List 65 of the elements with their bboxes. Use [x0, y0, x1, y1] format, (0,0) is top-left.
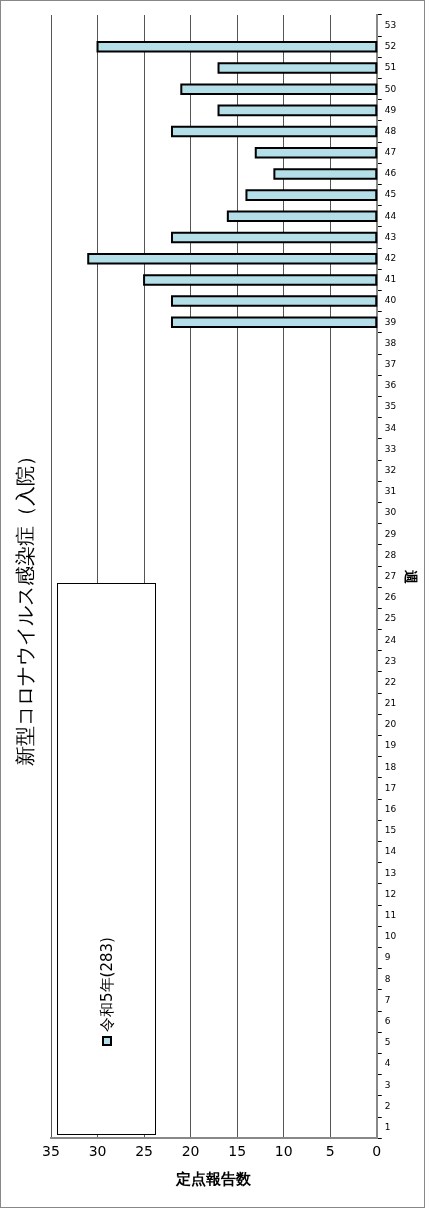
x-tick-label: 15: [228, 1143, 247, 1160]
y-tick-label: 2: [384, 1100, 391, 1111]
y-tick-label: 29: [384, 528, 397, 539]
text: 新型コロナウイルス感染症（入院）: [13, 446, 38, 766]
y-tick-label: 35: [384, 401, 397, 412]
y-tick-label: 47: [384, 147, 397, 158]
y-tick-label: 10: [384, 931, 397, 942]
y-tick-label: 48: [384, 125, 397, 136]
y-tick-label: 13: [384, 867, 397, 878]
y-tick-label: 45: [384, 189, 397, 200]
y-tick-label: 6: [384, 1015, 391, 1026]
x-axis-title: 定点報告数: [175, 1169, 253, 1188]
y-tick-label: 14: [384, 846, 397, 857]
y-tick-label: 23: [384, 655, 397, 666]
y-tick-label: 49: [384, 104, 397, 115]
y-tick-label: 5: [384, 1037, 391, 1048]
y-tick-label: 19: [384, 740, 397, 751]
y-tick-label: 32: [384, 464, 397, 475]
y-tick-label: 26: [384, 592, 397, 603]
y-tick-label: 11: [384, 910, 397, 921]
y-tick-label: 21: [384, 698, 397, 709]
y-tick-label: 7: [384, 994, 391, 1005]
y-tick-label: 15: [384, 825, 397, 836]
y-tick-label: 37: [384, 359, 397, 370]
y-tick-label: 1: [384, 1121, 391, 1132]
x-tick-label: 0: [372, 1143, 382, 1160]
y-tick-label: 53: [384, 19, 397, 30]
y-tick-label: 16: [384, 804, 397, 815]
y-tick-label: 3: [384, 1079, 391, 1090]
y-tick-label: 24: [384, 634, 397, 645]
y-tick-label: 18: [384, 761, 397, 772]
y-tick-label: 34: [384, 422, 397, 433]
y-tick-label: 44: [384, 210, 397, 221]
y-tick-label: 22: [384, 676, 397, 687]
x-tick-label: 5: [325, 1143, 335, 1160]
y-tick-label: 20: [384, 719, 397, 730]
y-tick-label: 52: [384, 41, 397, 52]
y-tick-label: 30: [384, 507, 397, 518]
y-tick-label: 9: [384, 952, 391, 963]
legend-frame: 令和5年(283): [57, 583, 156, 1136]
y-tick-label: 41: [384, 274, 397, 285]
y-tick-label: 25: [384, 613, 397, 624]
y-tick-label: 4: [384, 1058, 391, 1069]
y-tick-label: 12: [384, 888, 397, 899]
x-tick-label: 30: [88, 1143, 107, 1160]
y-tick-label: 36: [384, 380, 397, 391]
y-tick-label: 42: [384, 253, 397, 264]
y-tick-label: 33: [384, 443, 397, 454]
y-tick-label: 17: [384, 782, 397, 793]
y-tick-label: 38: [384, 337, 397, 348]
y-tick-label: 46: [384, 168, 397, 179]
y-axis-title: 週: [402, 568, 419, 585]
y-tick-label: 27: [384, 570, 397, 581]
y-tick-label: 50: [384, 83, 397, 94]
y-tick-label: 43: [384, 231, 397, 242]
x-tick-label: 20: [181, 1143, 200, 1160]
y-tick-label: 8: [384, 973, 391, 984]
y-tick-label: 40: [384, 295, 397, 306]
y-tick-label: 39: [384, 316, 397, 327]
x-tick-label: 10: [274, 1143, 293, 1160]
y-tick-label: 51: [384, 62, 397, 73]
y-tick-label: 31: [384, 486, 397, 497]
x-tick-label: 25: [135, 1143, 153, 1160]
y-tick-label: 28: [384, 549, 397, 560]
x-tick-label: 35: [42, 1143, 60, 1160]
